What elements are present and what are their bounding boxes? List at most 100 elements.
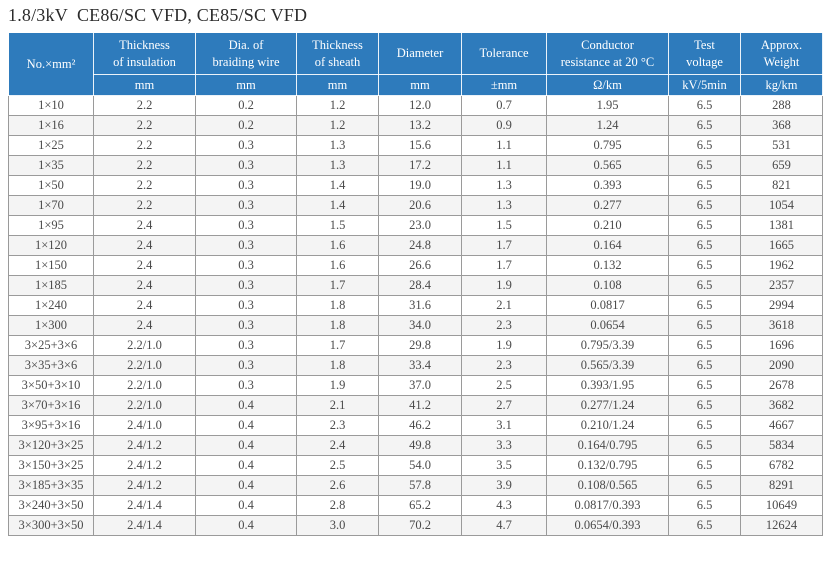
cell: 2.4	[93, 255, 196, 276]
cell: 3×185+3×35	[8, 475, 94, 496]
cell: 1.7	[461, 255, 547, 276]
cell: 6.5	[668, 295, 741, 316]
cell: 0.3	[195, 275, 297, 296]
cell: 1×25	[8, 135, 94, 156]
cell: 821	[740, 175, 823, 196]
unit-conductor-resistance: Ω/km	[546, 74, 669, 96]
cell: 0.108	[546, 275, 669, 296]
cell: 23.0	[378, 215, 462, 236]
cell: 0.3	[195, 335, 297, 356]
cell: 3×50+3×10	[8, 375, 94, 396]
cell: 1.8	[296, 355, 379, 376]
cell: 2.2	[93, 155, 196, 176]
table-body: 1×10 2.2 0.2 1.2 12.0 0.7 1.95 6.5 288 1×16 2.2 0.2…	[8, 95, 823, 536]
cell: 2.4/1.0	[93, 415, 196, 436]
cell: 531	[740, 135, 823, 156]
cell: 1.3	[296, 135, 379, 156]
cell: 1.5	[461, 215, 547, 236]
cell: 3618	[740, 315, 823, 336]
cell: 0.393/1.95	[546, 375, 669, 396]
col-header-diameter: Diameter	[378, 32, 462, 75]
cell: 2.3	[461, 315, 547, 336]
cell: 1.6	[296, 235, 379, 256]
cell: 54.0	[378, 455, 462, 476]
cell: 15.6	[378, 135, 462, 156]
cell: 29.8	[378, 335, 462, 356]
cell: 0.3	[195, 255, 297, 276]
cell: 1.7	[296, 335, 379, 356]
cell: 2.3	[296, 415, 379, 436]
cell: 1.2	[296, 95, 379, 116]
cell: 1.2	[296, 115, 379, 136]
table-row: 1×240 2.4 0.3 1.8 31.6 2.1 0.0817 6.5 2994	[8, 295, 823, 316]
cell: 13.2	[378, 115, 462, 136]
cell: 3.0	[296, 515, 379, 536]
cell: 1962	[740, 255, 823, 276]
cell: 70.2	[378, 515, 462, 536]
cell: 6.5	[668, 415, 741, 436]
cell: 57.8	[378, 475, 462, 496]
table-row: 1×25 2.2 0.3 1.3 15.6 1.1 0.795 6.5 531	[8, 135, 823, 156]
cell: 6.5	[668, 315, 741, 336]
table-row: 1×10 2.2 0.2 1.2 12.0 0.7 1.95 6.5 288	[8, 95, 823, 116]
cell: 8291	[740, 475, 823, 496]
cell: 0.108/0.565	[546, 475, 669, 496]
cell: 33.4	[378, 355, 462, 376]
cell: 1665	[740, 235, 823, 256]
cell: 6782	[740, 455, 823, 476]
units-row: mm mm mm mm ±mm Ω/km kV/5min kg/km	[9, 74, 823, 96]
cell: 1.95	[546, 95, 669, 116]
col-header-approx-weight: Approx. Weight	[740, 32, 823, 75]
cell: 0.3	[195, 355, 297, 376]
cell: 2.4	[93, 235, 196, 256]
header-row: No.×mm² Thickness of insulation Dia. of …	[8, 32, 823, 96]
cell: 0.3	[195, 175, 297, 196]
cell: 41.2	[378, 395, 462, 416]
cell: 19.0	[378, 175, 462, 196]
cell: 2.4/1.4	[93, 515, 196, 536]
cell: 28.4	[378, 275, 462, 296]
unit-test-voltage: kV/5min	[668, 74, 741, 96]
cell: 1.8	[296, 295, 379, 316]
table-row: 3×120+3×25 2.4/1.2 0.4 2.4 49.8 3.3 0.164/0.79…	[8, 435, 823, 456]
unit-sheath-thickness: mm	[296, 74, 379, 96]
cell: 288	[740, 95, 823, 116]
cell: 3×25+3×6	[8, 335, 94, 356]
cell: 1.24	[546, 115, 669, 136]
cell: 2.5	[461, 375, 547, 396]
cell: 2.4	[93, 275, 196, 296]
cell: 49.8	[378, 435, 462, 456]
cell: 3×300+3×50	[8, 515, 94, 536]
table-row: 3×70+3×16 2.2/1.0 0.4 2.1 41.2 2.7 0.277/1.24 6…	[8, 395, 823, 416]
cell: 6.5	[668, 435, 741, 456]
cell: 4667	[740, 415, 823, 436]
cell: 6.5	[668, 195, 741, 216]
cell: 0.4	[195, 515, 297, 536]
cell: 0.164	[546, 235, 669, 256]
cell: 1×185	[8, 275, 94, 296]
cell: 0.393	[546, 175, 669, 196]
cell: 2090	[740, 355, 823, 376]
table-row: 1×35 2.2 0.3 1.3 17.2 1.1 0.565 6.5 659	[8, 155, 823, 176]
table-row: 3×25+3×6 2.2/1.0 0.3 1.7 29.8 1.9 0.795/3.39 6.…	[8, 335, 823, 356]
cell: 12624	[740, 515, 823, 536]
cell: 17.2	[378, 155, 462, 176]
cell: 1×95	[8, 215, 94, 236]
cell: 3.1	[461, 415, 547, 436]
table-row: 1×300 2.4 0.3 1.8 34.0 2.3 0.0654 6.5 3618	[8, 315, 823, 336]
cell: 2.5	[296, 455, 379, 476]
cell: 3×95+3×16	[8, 415, 94, 436]
col-header-conductor-resistance: Conductor resistance at 20 °C	[546, 32, 669, 75]
cell: 1×150	[8, 255, 94, 276]
unit-tolerance: ±mm	[461, 74, 547, 96]
cell: 659	[740, 155, 823, 176]
col-header-tolerance: Tolerance	[461, 32, 547, 75]
cell: 26.6	[378, 255, 462, 276]
cell: 2.4	[93, 295, 196, 316]
cell: 20.6	[378, 195, 462, 216]
cell: 2.7	[461, 395, 547, 416]
cell: 2.3	[461, 355, 547, 376]
cell: 3.5	[461, 455, 547, 476]
col-header-insulation-thickness: Thickness of insulation	[93, 32, 196, 75]
